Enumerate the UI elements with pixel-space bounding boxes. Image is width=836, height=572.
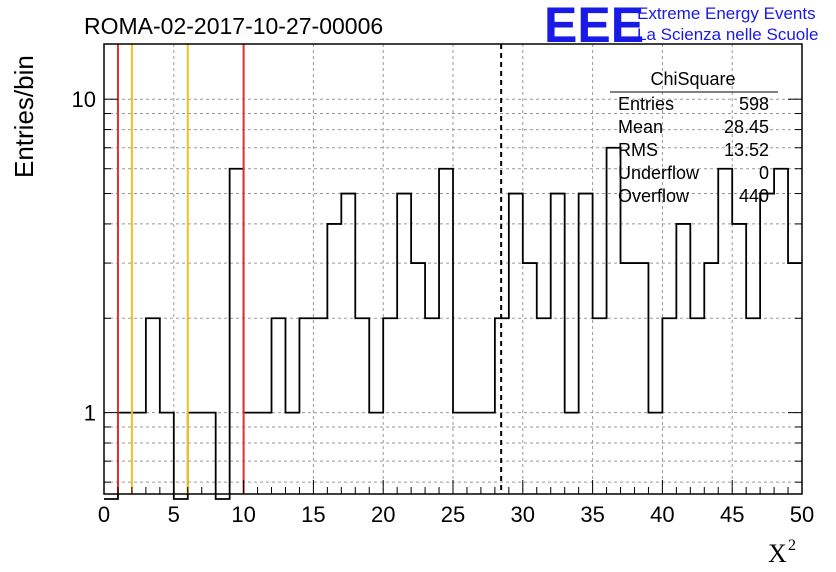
x-tick-label: 15 xyxy=(301,502,325,527)
stats-row-value: 0 xyxy=(759,163,769,183)
histogram xyxy=(104,146,802,500)
histogram-bin xyxy=(244,413,258,494)
stats-row-value: 13.52 xyxy=(724,140,769,160)
chart-title: ROMA-02-2017-10-27-00006 xyxy=(84,13,383,39)
x-axis-label-base: X xyxy=(768,539,787,568)
stats-row-label: Entries xyxy=(618,94,674,114)
eee-logo: EEE Extreme Energy Events La Scienza nel… xyxy=(544,0,818,53)
histogram-bin xyxy=(467,413,481,494)
stats-rows: Entries 598 Mean 28.45 RMS 13.52 Underflow 0 Ove… xyxy=(618,94,769,206)
histogram-bin xyxy=(634,263,648,494)
histogram-bin xyxy=(648,413,662,494)
histogram-bin xyxy=(732,224,746,494)
stats-box: ChiSquare Entries 598 Mean 28.45 RMS 13.52 Und… xyxy=(610,69,778,206)
axes: 0 5 10 15 20 25 30 35 40 45 50 1 10 xyxy=(72,87,815,527)
histogram-bin xyxy=(258,413,272,494)
histogram-bin xyxy=(299,318,313,494)
histogram-bin xyxy=(118,413,132,494)
histogram-bin xyxy=(509,194,523,494)
x-axis-label-superscript: 2 xyxy=(788,537,796,554)
histogram-bin xyxy=(760,194,774,494)
histogram-bin xyxy=(565,413,579,494)
histogram-bin xyxy=(272,318,286,494)
histogram-bin xyxy=(188,413,202,494)
histogram-bin xyxy=(523,263,537,494)
histogram-bin xyxy=(439,169,453,494)
y-tick-label: 1 xyxy=(84,401,96,426)
marker-lines xyxy=(116,44,503,494)
histogram-bin xyxy=(369,413,383,494)
x-tick-label: 35 xyxy=(580,502,604,527)
stats-row-label: RMS xyxy=(618,140,658,160)
stats-row-value: 598 xyxy=(739,94,769,114)
histogram-bin xyxy=(593,318,607,494)
histogram-bin xyxy=(453,413,467,494)
x-tick-label: 30 xyxy=(511,502,535,527)
x-tick-label: 45 xyxy=(720,502,744,527)
y-tick-label: 10 xyxy=(72,87,96,112)
histogram-bin xyxy=(327,224,341,494)
x-tick-label: 40 xyxy=(650,502,674,527)
histogram-bin xyxy=(481,413,495,494)
stats-row-label: Underflow xyxy=(618,163,700,183)
histogram-bin xyxy=(160,413,174,494)
histogram-bin xyxy=(425,318,439,494)
x-tick-label: 50 xyxy=(790,502,814,527)
histogram-bin xyxy=(132,413,146,494)
histogram-bin xyxy=(690,318,704,494)
histogram-bin xyxy=(788,263,802,494)
x-tick-label: 5 xyxy=(168,502,180,527)
histogram-bin xyxy=(411,263,425,494)
x-tick-label: 20 xyxy=(371,502,395,527)
x-axis-label: X 2 xyxy=(768,537,796,568)
histogram-outline xyxy=(104,146,802,500)
plot-frame xyxy=(103,43,803,495)
histogram-bin xyxy=(313,318,327,494)
histogram-bin xyxy=(537,318,551,494)
histogram-bin xyxy=(718,169,732,494)
stats-row-label: Mean xyxy=(618,117,663,137)
histogram-bin xyxy=(746,318,760,494)
histogram-bin xyxy=(621,263,635,494)
histogram-bin xyxy=(397,194,411,494)
stats-row-label: Overflow xyxy=(618,186,690,206)
x-tick-label: 10 xyxy=(231,502,255,527)
histogram-bin xyxy=(579,194,593,494)
logo-line-1: Extreme Energy Events xyxy=(637,4,816,23)
histogram-bin xyxy=(774,169,788,494)
stats-row-value: 440 xyxy=(739,186,769,206)
histogram-bin xyxy=(704,263,718,494)
histogram-bin xyxy=(146,318,160,494)
histogram-bin xyxy=(341,194,355,494)
x-tick-label: 0 xyxy=(98,502,110,527)
y-axis-label: Entries/bin xyxy=(9,55,39,178)
histogram-bin xyxy=(662,318,676,494)
stats-row-value: 28.45 xyxy=(724,117,769,137)
histogram-bin xyxy=(551,194,565,494)
histogram-bin xyxy=(676,224,690,494)
histogram-bin xyxy=(230,169,244,494)
histogram-bin xyxy=(202,413,216,494)
logo-line-2: La Scienza nelle Scuole xyxy=(637,25,818,44)
histogram-bin xyxy=(285,413,299,494)
x-tick-label: 25 xyxy=(441,502,465,527)
stats-title: ChiSquare xyxy=(650,69,735,89)
eee-logo-mark: EEE xyxy=(544,0,644,53)
histogram-bin xyxy=(355,318,369,494)
histogram-bin xyxy=(383,318,397,494)
